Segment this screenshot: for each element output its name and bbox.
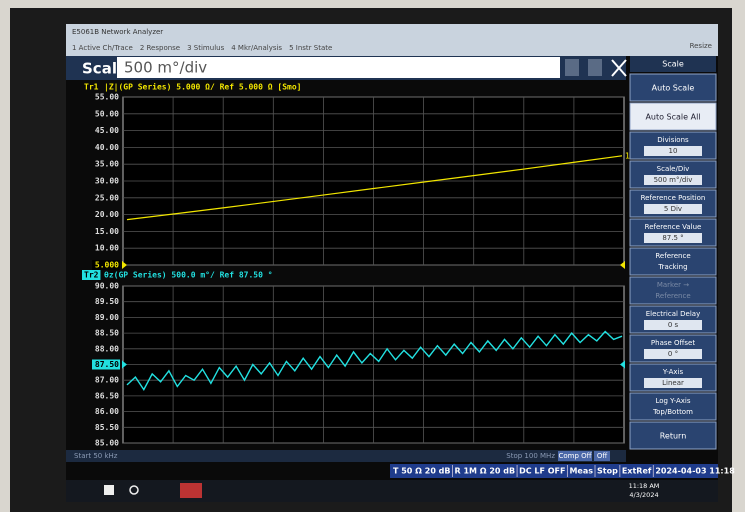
y-tick-label: 86.00 — [95, 407, 119, 416]
y-tick-label: 15.00 — [95, 227, 119, 236]
softkey-label: Scale/Div — [657, 165, 690, 173]
softkey-label: Reference Position — [641, 194, 706, 202]
y-tick-label: 89.50 — [95, 297, 119, 306]
menu-item[interactable]: 4 Mkr/Analysis — [231, 44, 282, 52]
softkey-label: Return — [660, 432, 687, 441]
y-tick-label: 87.00 — [95, 376, 119, 385]
softkey-value: 87.5 ° — [662, 234, 683, 242]
trace-header: |Z|(GP Series) 5.000 Ω/ Ref 5.000 Ω [Smo… — [104, 82, 301, 92]
softkey-value: Linear — [662, 379, 684, 387]
softkey-value: 0 s — [668, 321, 679, 329]
status-item: 2024-04-03 11:18 — [655, 467, 735, 476]
softkey-label: Divisions — [657, 136, 689, 144]
status-item: Stop — [597, 467, 618, 476]
trace-id: Tr2 — [84, 271, 99, 280]
y-tick-label: 88.50 — [95, 329, 119, 338]
status-item: DC LF OFF — [519, 467, 565, 476]
y-tick-label: 10.00 — [95, 244, 119, 253]
step-up[interactable] — [588, 59, 602, 76]
page: {"window": {"title": "E5061B Network Ana… — [0, 0, 745, 512]
y-tick-label: 45.00 — [95, 126, 119, 135]
softkey-title: Scale — [662, 60, 684, 69]
clock-date: 4/3/2024 — [629, 491, 658, 499]
y-tick-label: 5.000 — [95, 261, 119, 270]
y-tick-label: 87.50 — [95, 360, 119, 369]
softkey-value: 10 — [669, 147, 678, 155]
softkey-label: Reference — [655, 252, 690, 260]
comp[interactable]: Comp Off — [559, 452, 592, 460]
y-tick-label: 30.00 — [95, 177, 119, 186]
window-title: E5061B Network Analyzer — [72, 28, 163, 36]
softkey-value: Top/Bottom — [652, 408, 693, 416]
menu-item[interactable]: 3 Stimulus — [187, 44, 224, 52]
softkey-label: Y-Axis — [662, 368, 684, 376]
softkey-label: Log Y-Axis — [655, 397, 690, 405]
softkey-label: Reference Value — [645, 223, 702, 231]
softkey-value: 0 ° — [668, 350, 678, 358]
softkey-value: Reference — [655, 292, 690, 300]
softkey-value: 5 Div — [664, 205, 682, 213]
y-tick-label: 88.00 — [95, 344, 119, 353]
y-tick-label: 89.00 — [95, 313, 119, 322]
y-tick-label: 55.00 — [95, 93, 119, 102]
entry-value: 500 m°/div — [124, 59, 207, 77]
y-tick-label: 85.50 — [95, 423, 119, 432]
menu-item[interactable]: 1 Active Ch/Trace — [72, 44, 133, 52]
y-tick-label: 50.00 — [95, 109, 119, 118]
trace-header: θz(GP Series) 500.0 m°/ Ref 87.50 ° — [104, 270, 273, 280]
status-item: ExtRef — [622, 467, 652, 476]
screenshot: E5061B Network Analyzer Resize Scale 500… — [0, 0, 745, 512]
taskbar — [66, 480, 718, 502]
y-tick-label: 35.00 — [95, 160, 119, 169]
y-tick-label: 20.00 — [95, 210, 119, 219]
softkey-label: Auto Scale All — [645, 113, 700, 122]
sweep-stop: Stop 100 MHz — [506, 452, 555, 460]
sweep-start: Start 50 kHz — [74, 452, 118, 460]
step-down[interactable] — [565, 59, 579, 76]
softkey-value: Tracking — [657, 263, 687, 271]
y-tick-label: 90.00 — [95, 282, 119, 291]
trace-marker: 1 — [625, 151, 630, 160]
y-tick-label: 85.00 — [95, 439, 119, 448]
menu-item[interactable]: 2 Response — [140, 44, 180, 52]
resize[interactable]: Resize — [690, 42, 712, 50]
start-button[interactable] — [104, 485, 114, 495]
y-tick-label: 86.50 — [95, 391, 119, 400]
status-item: R 1M Ω 20 dB — [455, 467, 516, 476]
trace-id: Tr1 — [84, 83, 99, 92]
comp-off: Off — [597, 452, 608, 460]
y-tick-label: 25.00 — [95, 193, 119, 202]
softkey-value: 500 m°/div — [654, 176, 693, 184]
status-item: Meas — [569, 467, 593, 476]
softkey-label: Phase Offset — [651, 339, 695, 347]
menu-item[interactable]: 5 Instr State — [289, 44, 332, 52]
softkey-label: Electrical Delay — [646, 310, 700, 318]
y-tick-label: 40.00 — [95, 143, 119, 152]
softkey-label: Marker → — [657, 281, 689, 289]
clock-time: 11:18 AM — [629, 482, 660, 490]
status-item: T 50 Ω 20 dB — [393, 467, 451, 476]
app-icon[interactable] — [180, 483, 202, 498]
softkey-label: Auto Scale — [652, 84, 695, 93]
